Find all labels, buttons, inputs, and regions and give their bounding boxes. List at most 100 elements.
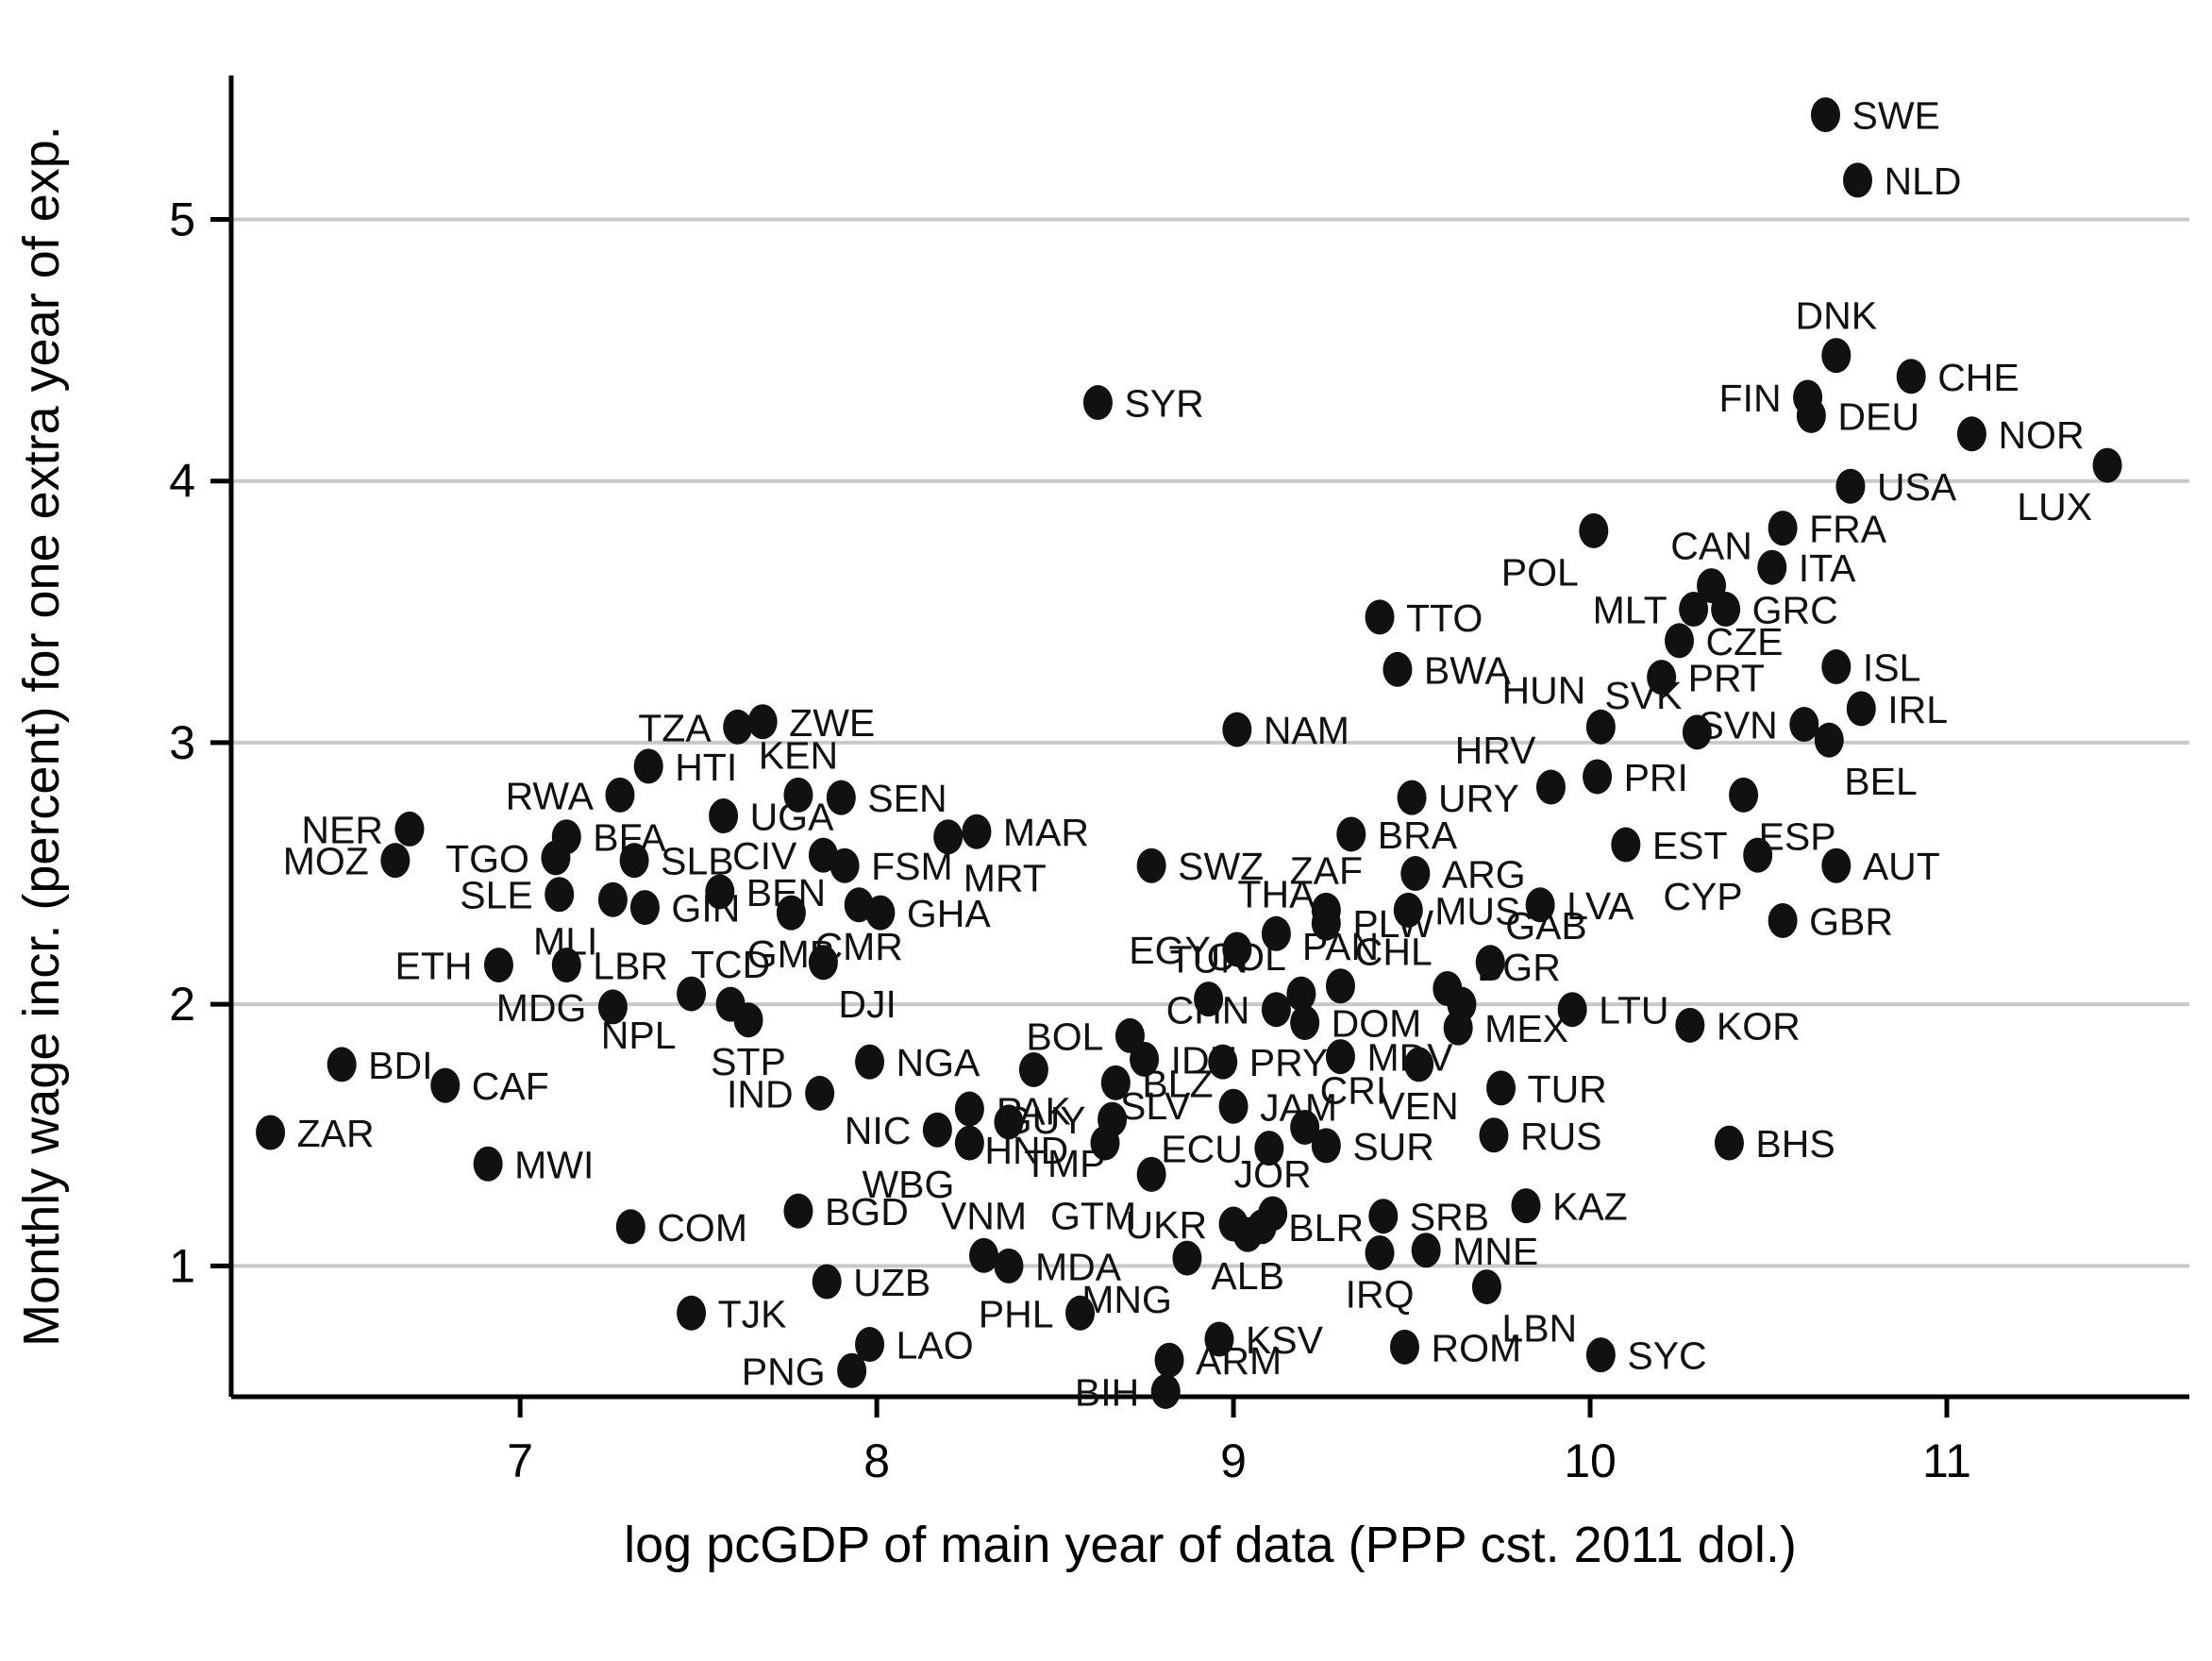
marker-MLI (597, 881, 628, 917)
marker-BDI (327, 1047, 357, 1082)
marker-SEN (826, 780, 856, 815)
data-point-SWE: SWE (1810, 94, 1940, 138)
data-point-BEL: BEL (1814, 722, 1918, 803)
data-point-WBG: WBG (862, 1125, 984, 1206)
point-label-CRI: CRI (1320, 1068, 1387, 1112)
point-label-LBN: LBN (1501, 1307, 1577, 1351)
marker-URY (1397, 780, 1427, 815)
point-label-BGR: BGR (1477, 946, 1561, 989)
data-point-CRI: CRI (1290, 1068, 1386, 1145)
marker-MWI (473, 1146, 503, 1182)
data-point-RUS: RUS (1479, 1115, 1602, 1158)
point-label-GHA: GHA (907, 892, 992, 935)
data-point-KEN: KEN (759, 733, 838, 813)
marker-KOR (1675, 1007, 1705, 1043)
point-label-JOR: JOR (1234, 1152, 1312, 1196)
marker-TMP (994, 1104, 1024, 1140)
point-label-ZAR: ZAR (297, 1112, 375, 1155)
marker-UGA (709, 798, 739, 834)
data-point-NOR: NOR (1956, 413, 2085, 457)
marker-ETH (483, 948, 513, 983)
point-label-IRQ: IRQ (1346, 1273, 1415, 1317)
point-label-TZA: TZA (638, 706, 712, 749)
marker-DNK (1821, 338, 1852, 374)
point-label-USA: USA (1877, 465, 1957, 509)
point-label-TGO: TGO (445, 837, 529, 881)
marker-CHE (1896, 359, 1926, 394)
marker-DOM (1290, 1005, 1320, 1041)
point-label-ARG: ARG (1442, 853, 1526, 897)
marker-POL (1579, 512, 1609, 548)
x-tick-label-7: 7 (507, 1434, 533, 1487)
data-point-SVN: SVN (1698, 704, 1819, 747)
data-point-PRI: PRI (1583, 756, 1688, 799)
data-point-COM: COM (615, 1206, 747, 1250)
marker-SUR (1311, 1128, 1341, 1164)
data-point-NGA: NGA (855, 1041, 980, 1084)
point-label-GRC: GRC (1752, 589, 1838, 632)
data-point-TZA: TZA (638, 706, 753, 749)
marker-ROM (1389, 1329, 1419, 1365)
marker-PHL (1065, 1295, 1096, 1331)
marker-DEU (1796, 397, 1826, 433)
point-label-UZB: UZB (853, 1261, 930, 1304)
data-point-EGY: EGY (1129, 929, 1252, 972)
point-label-AUT: AUT (1863, 845, 1940, 888)
marker-IRL (1846, 691, 1876, 727)
data-point-KAZ: KAZ (1511, 1185, 1628, 1229)
marker-BEN (705, 874, 735, 910)
data-point-ARG: ARG (1400, 853, 1526, 897)
data-point-USA: USA (1835, 465, 1957, 509)
point-label-ALB: ALB (1211, 1254, 1284, 1298)
data-point-JAM: JAM (1218, 1085, 1337, 1129)
point-label-SVK: SVK (1604, 674, 1682, 717)
data-point-CHN: CHN (1166, 989, 1291, 1032)
marker-COM (615, 1209, 645, 1245)
point-label-HND: HND (984, 1129, 1068, 1172)
point-label-BLR: BLR (1288, 1206, 1364, 1250)
data-point-BOL: BOL (1026, 1015, 1145, 1058)
marker-LBN (1471, 1269, 1501, 1305)
marker-TJK (677, 1295, 707, 1331)
point-label-VEN: VEN (1379, 1084, 1458, 1128)
data-point-KSV: KSV (1204, 1318, 1324, 1362)
point-label-UGA: UGA (750, 796, 835, 839)
point-label-DJI: DJI (838, 982, 897, 1026)
point-label-CAN: CAN (1670, 525, 1752, 568)
marker-SVN (1789, 707, 1819, 743)
marker-ARG (1400, 856, 1431, 892)
marker-JAM (1218, 1088, 1248, 1124)
data-point-ROM: ROM (1389, 1326, 1521, 1369)
data-point-SLE: SLE (460, 874, 575, 917)
marker-ALB (1232, 1216, 1263, 1252)
point-label-BHS: BHS (1755, 1122, 1835, 1166)
point-label-BRA: BRA (1378, 814, 1458, 857)
data-point-NAM: NAM (1222, 709, 1349, 752)
data-point-SRB: SRB (1368, 1196, 1489, 1239)
marker-IND (805, 1075, 835, 1111)
marker-ZAR (256, 1115, 286, 1150)
point-label-LUX: LUX (2017, 485, 2092, 528)
point-label-SEN: SEN (867, 777, 947, 820)
point-label-SRB: SRB (1410, 1196, 1489, 1239)
point-label-IRL: IRL (1887, 688, 1948, 731)
data-point-BGR: BGR (1447, 946, 1561, 1022)
data-point-PRT: PRT (1647, 657, 1765, 700)
data-point-NPL: NPL (601, 976, 707, 1057)
marker-LVA (1525, 887, 1555, 923)
point-label-DNK: DNK (1796, 294, 1878, 338)
point-label-MUS: MUS (1434, 889, 1520, 932)
data-point-ETH: ETH (394, 945, 513, 988)
point-label-LAO: LAO (897, 1324, 974, 1367)
data-point-ESP: ESP (1729, 777, 1836, 858)
marker-RUS (1479, 1117, 1509, 1153)
point-label-SYC: SYC (1627, 1334, 1706, 1378)
point-label-ZAF: ZAF (1290, 848, 1363, 892)
data-point-STP: STP (711, 1002, 786, 1083)
point-label-SVN: SVN (1698, 704, 1777, 747)
marker-SWZ (1136, 847, 1166, 883)
point-label-PRT: PRT (1688, 657, 1765, 700)
data-point-SEN: SEN (826, 777, 947, 820)
point-label-MNG: MNG (1081, 1278, 1172, 1321)
data-point-PRY: PRY (1208, 1041, 1328, 1084)
